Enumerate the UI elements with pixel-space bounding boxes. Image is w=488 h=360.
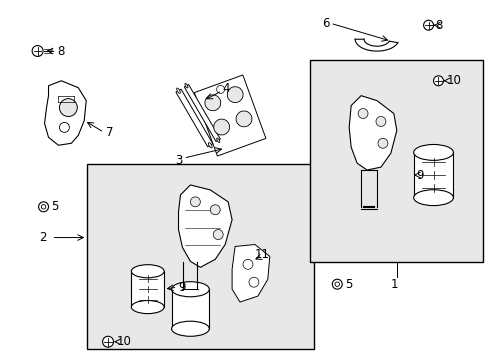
Text: 9: 9 [416,168,423,181]
Text: 8: 8 [435,19,442,32]
Bar [194,75,265,156]
Ellipse shape [216,138,219,143]
Text: 7: 7 [106,126,113,139]
Text: 6: 6 [322,17,329,30]
Text: 5: 5 [345,278,352,291]
Text: 9: 9 [178,281,185,294]
Circle shape [433,76,443,86]
Circle shape [60,99,77,117]
Text: 4: 4 [222,82,229,95]
Bar [413,152,452,198]
Circle shape [41,204,46,209]
Circle shape [332,279,342,289]
Text: 2: 2 [40,231,47,244]
Ellipse shape [184,84,187,88]
Polygon shape [184,85,220,141]
Ellipse shape [413,190,452,206]
Circle shape [248,277,258,287]
Ellipse shape [171,321,209,336]
Circle shape [334,282,339,287]
Circle shape [216,85,224,93]
Bar [87,164,314,349]
Circle shape [375,117,385,126]
Ellipse shape [171,282,209,297]
Circle shape [39,202,48,212]
Text: 8: 8 [57,45,65,58]
Circle shape [102,336,113,347]
Circle shape [243,260,252,269]
Circle shape [227,87,243,103]
Ellipse shape [131,301,164,314]
Circle shape [423,20,433,30]
Circle shape [190,197,200,207]
Text: 10: 10 [117,335,132,348]
Text: 11: 11 [254,248,269,261]
Ellipse shape [208,143,212,148]
Circle shape [236,111,251,127]
Polygon shape [232,244,269,302]
Circle shape [357,109,367,118]
Circle shape [213,230,223,239]
Text: 3: 3 [175,154,183,167]
Text: 10: 10 [446,74,460,87]
Text: 5: 5 [51,200,59,213]
Polygon shape [176,89,212,147]
Bar [171,289,209,329]
Bar [310,60,482,262]
Circle shape [60,122,69,132]
Circle shape [210,205,220,215]
Circle shape [213,119,229,135]
Circle shape [377,138,387,148]
Polygon shape [44,81,86,145]
Polygon shape [348,96,396,170]
Ellipse shape [413,144,452,160]
Text: 1: 1 [390,278,398,291]
Circle shape [204,95,220,111]
Ellipse shape [176,88,180,93]
Polygon shape [178,185,232,267]
Ellipse shape [131,265,164,278]
Circle shape [32,46,43,57]
Bar [131,271,164,307]
